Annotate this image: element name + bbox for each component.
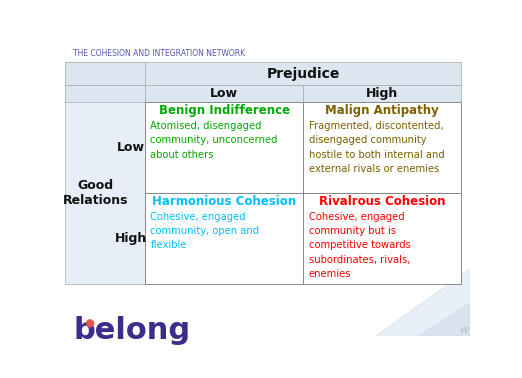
Text: Benign Indifference: Benign Indifference	[159, 104, 290, 117]
Bar	[145, 102, 303, 193]
Text: High: High	[115, 232, 147, 245]
Bar	[65, 62, 145, 284]
Text: Cohesive, engaged
community but is
competitive towards
subordinates, rivals,
ene: Cohesive, engaged community but is compe…	[309, 212, 410, 279]
Text: Fragmented, discontented,
disengaged community
hostile to both internal and
exte: Fragmented, discontented, disengaged com…	[309, 121, 444, 174]
Text: Atomised, disengaged
community, unconcerned
about others: Atomised, disengaged community, unconcer…	[150, 121, 278, 160]
Bar	[303, 102, 461, 193]
Text: Good
Relations: Good Relations	[63, 179, 128, 207]
Text: High: High	[366, 87, 398, 101]
Polygon shape	[418, 303, 470, 336]
Bar	[145, 85, 303, 102]
Text: belong: belong	[73, 316, 190, 345]
Text: Low: Low	[210, 87, 238, 101]
Text: Rivalrous Cohesion: Rivalrous Cohesion	[319, 195, 445, 208]
Text: Harmonious Cohesion: Harmonious Cohesion	[152, 195, 296, 208]
Bar	[145, 62, 461, 85]
Bar	[303, 193, 461, 284]
Text: Low: Low	[117, 141, 145, 154]
Text: Malign Antipathy: Malign Antipathy	[325, 104, 439, 117]
Bar	[65, 85, 145, 102]
Circle shape	[87, 320, 93, 327]
Text: w: w	[459, 325, 468, 335]
Bar	[65, 62, 145, 85]
Text: Cohesive, engaged
community, open and
flexible: Cohesive, engaged community, open and fl…	[150, 212, 259, 251]
Text: Prejudice: Prejudice	[267, 67, 340, 81]
Text: THE COHESION AND INTEGRATION NETWORK: THE COHESION AND INTEGRATION NETWORK	[73, 48, 245, 57]
Bar	[145, 193, 303, 284]
Polygon shape	[375, 269, 470, 336]
Bar	[303, 85, 461, 102]
